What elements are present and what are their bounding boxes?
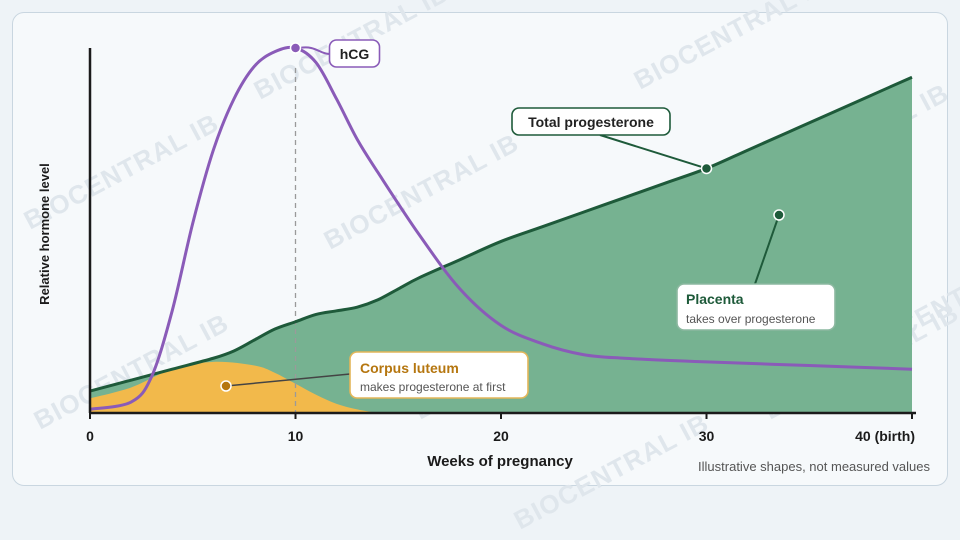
x-axis-title: Weeks of pregnancy — [427, 453, 573, 470]
y-axis-title: Relative hormone level — [37, 163, 52, 305]
hcg-peak-marker — [289, 42, 302, 54]
x-tick-label: 0 — [86, 428, 94, 444]
callout-layer: hCG Total progesterone Placenta takes over … — [220, 39, 836, 399]
hcg-callout-box — [328, 39, 381, 68]
placenta-callout-title: Placenta — [686, 291, 744, 307]
illustrative-note: Illustrative shapes, not measured values — [698, 459, 930, 474]
x-tick-label: 40 (birth) — [855, 428, 915, 444]
hcg-line — [89, 45, 913, 411]
line-layer — [89, 45, 913, 411]
hcg-callout-title: hCG — [340, 46, 370, 62]
corpus-luteum-callout-subtitle: makes progesterone at first — [360, 380, 506, 394]
corpus-luteum-callout-box — [349, 351, 529, 399]
corpus-luteum-callout-title: Corpus luteum — [360, 360, 459, 376]
x-tick-label: 20 — [493, 428, 509, 444]
total-progesterone-line — [89, 75, 913, 393]
total-progesterone-leader-line — [599, 134, 707, 170]
x-tick-label: 30 — [699, 428, 715, 444]
placenta-marker — [773, 209, 785, 221]
x-tick-label: 10 — [288, 428, 304, 444]
watermark-text: BIOCENTRAL IB — [509, 407, 714, 535]
placenta-callout-box — [676, 283, 836, 331]
corpus-luteum-area — [90, 361, 378, 413]
total-progesterone-marker — [700, 162, 713, 175]
total-progesterone-callout-box — [511, 107, 671, 136]
total-progesterone-callout-title: Total progesterone — [528, 114, 654, 130]
hcg-leader-line — [299, 46, 330, 55]
corpus-luteum-leader-line — [225, 373, 351, 387]
watermark-text: BIOCENTRAL IB — [629, 0, 834, 95]
corpus-luteum-marker — [220, 380, 232, 392]
axes-layer: 0 10 20 30 40 (birth) Weeks of pregnancy Relat… — [37, 48, 930, 474]
placenta-callout-subtitle: takes over progesterone — [686, 312, 816, 326]
placenta-leader-line — [754, 214, 780, 285]
